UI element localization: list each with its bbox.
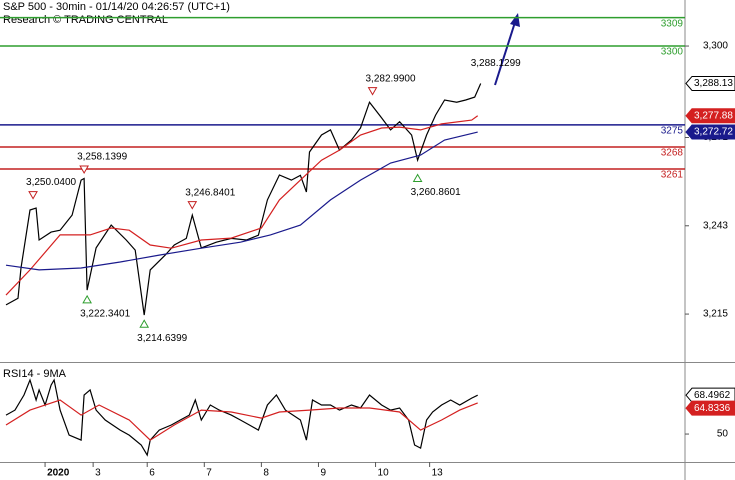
x-tick-label: 13 xyxy=(432,468,444,479)
annotation-label: 3,246.8401 xyxy=(185,187,235,198)
chart-subtitle: Research © TRADING CENTRAL xyxy=(3,14,168,26)
low-marker xyxy=(82,294,92,304)
y-tick-label: 50 xyxy=(717,429,729,440)
last-value-box xyxy=(685,75,735,91)
level-label: 3309 xyxy=(661,18,684,29)
annotation-label: 3,250.0400 xyxy=(26,177,76,188)
x-tick-label: 9 xyxy=(320,468,326,479)
high-marker xyxy=(187,201,198,210)
projection-arrow xyxy=(494,15,518,86)
last-value-label: 68.4962 xyxy=(694,390,731,401)
high-marker xyxy=(367,87,378,96)
last-value-label: 3,277.88 xyxy=(694,110,733,121)
chart-title: S&P 500 - 30min - 01/14/20 04:26:57 (UTC… xyxy=(3,1,230,13)
annotation-label: 3,258.1399 xyxy=(77,152,127,163)
level-label: 3261 xyxy=(661,170,684,181)
x-tick-label: 6 xyxy=(149,468,155,479)
last-value-box xyxy=(685,108,735,124)
level-label: 3300 xyxy=(661,47,684,58)
annotation-label: 3,214.6399 xyxy=(137,333,187,344)
low-marker xyxy=(139,319,150,328)
x-tick-label: 2020 xyxy=(47,468,70,479)
last-value-label: 3,288.13 xyxy=(694,78,733,89)
annotation-label: 3,288.1299 xyxy=(471,58,521,69)
last-value-box xyxy=(685,387,735,403)
last-value-box xyxy=(685,124,735,140)
annotation-label: 3,260.8601 xyxy=(411,187,461,198)
series-line xyxy=(5,83,482,316)
arrow-head xyxy=(510,13,520,27)
y-tick-label: 3,300 xyxy=(703,41,728,52)
last-value-box xyxy=(685,400,735,416)
rsi-title: RSI14 - 9MA xyxy=(3,368,67,380)
series-line xyxy=(5,399,478,441)
annotation-label: 3,282.9900 xyxy=(366,73,416,84)
high-marker xyxy=(28,191,38,200)
level-label: 3275 xyxy=(661,126,684,137)
x-tick-label: 3 xyxy=(95,468,101,479)
low-marker xyxy=(412,173,423,182)
annotation-label: 3,222.3401 xyxy=(80,309,130,320)
high-marker xyxy=(79,165,89,175)
last-value-label: 64.8336 xyxy=(694,403,731,414)
y-tick-label: 3,215 xyxy=(703,309,728,320)
series-line xyxy=(5,115,479,296)
last-value-label: 3,272.72 xyxy=(694,127,733,138)
x-tick-label: 8 xyxy=(263,468,269,479)
x-tick-label: 7 xyxy=(206,468,212,479)
x-tick-label: 10 xyxy=(378,468,390,479)
series-line xyxy=(5,131,478,271)
level-label: 3268 xyxy=(661,148,684,159)
y-tick-label: 3,243 xyxy=(703,220,728,231)
